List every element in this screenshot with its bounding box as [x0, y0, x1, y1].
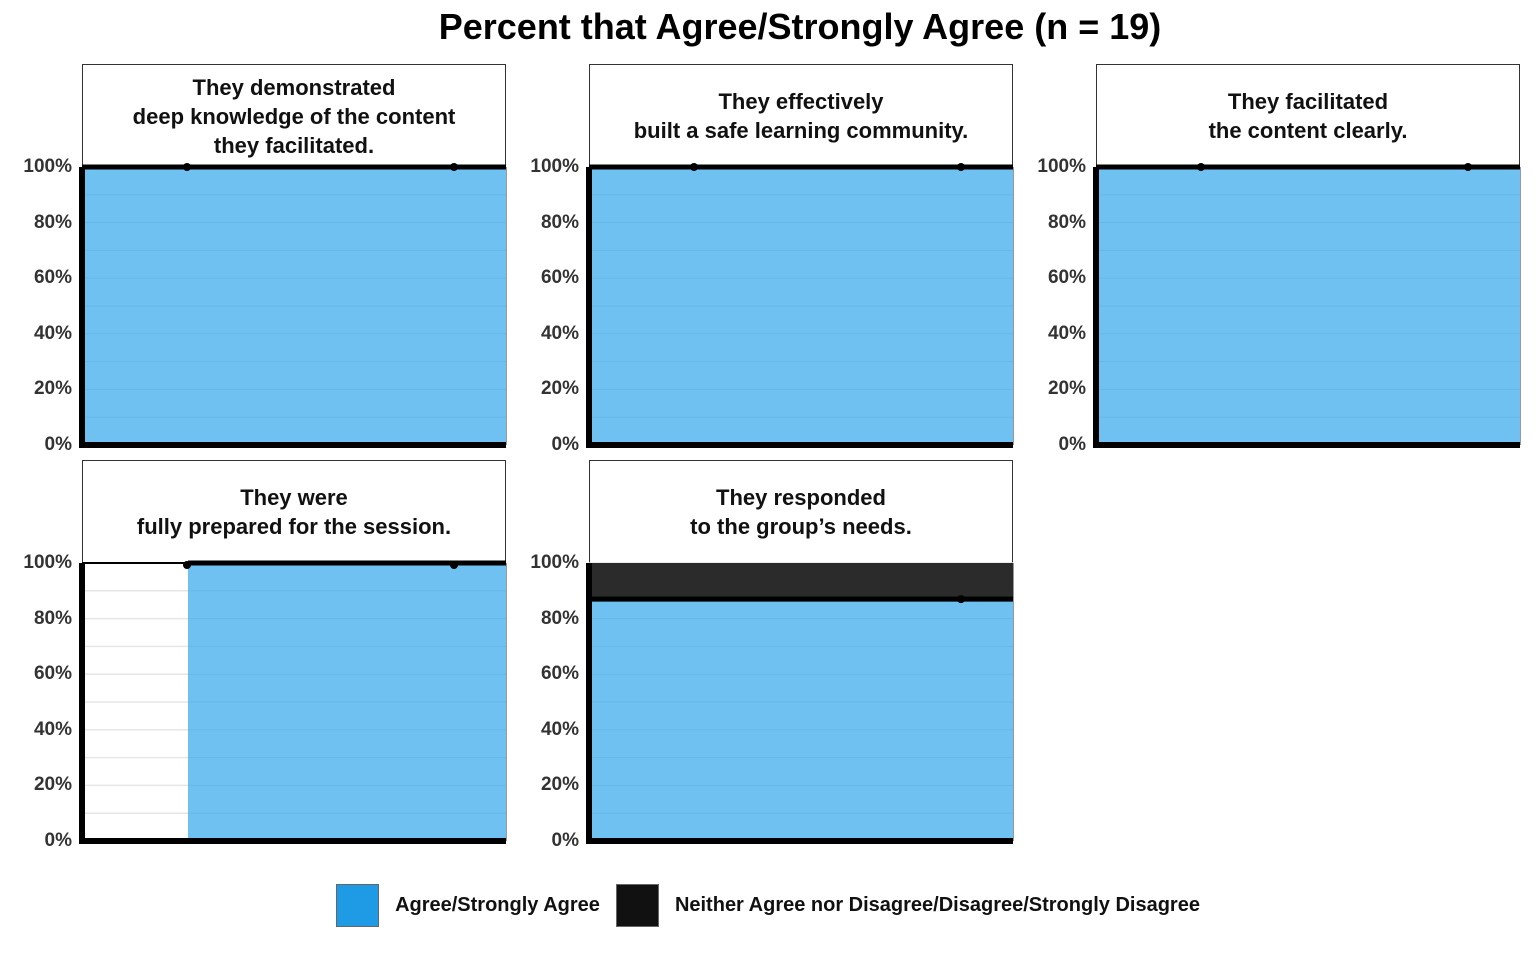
facet-title-line: they facilitated.	[213, 132, 375, 158]
y-tick-label: 60%	[33, 267, 72, 289]
data-point	[957, 595, 965, 604]
y-tick-label: 40%	[1047, 322, 1086, 344]
facet-plot	[1093, 163, 1521, 448]
facet-title-line: They facilitated	[1227, 89, 1389, 114]
legend-swatch-neither	[615, 884, 659, 927]
facet-plot	[586, 163, 1014, 448]
y-tick-label: 20%	[33, 774, 72, 796]
chart-title: Percent that Agree/Strongly Agree (n = 1…	[438, 6, 1162, 47]
y-tick-label: 40%	[33, 322, 72, 344]
area-agree	[1096, 169, 1520, 445]
legend-label-neither: Neither Agree nor Disagree/Disagree/Stro…	[674, 894, 1200, 916]
data-point	[183, 561, 191, 569]
y-tick-label: 20%	[1047, 378, 1086, 400]
facet-title: They demonstrated deep knowledge of the c…	[82, 64, 506, 167]
facet-plot	[79, 560, 507, 844]
y-tick-label: 80%	[33, 607, 72, 629]
y-tick-label: 60%	[540, 267, 579, 289]
y-tick-label: 80%	[33, 211, 72, 233]
data-point	[183, 163, 191, 171]
y-tick-label: 20%	[540, 774, 579, 796]
y-tick-label: 60%	[1047, 267, 1086, 289]
y-tick-label: 0%	[551, 434, 579, 455]
y-tick-label: 100%	[530, 156, 579, 177]
y-tick-label: 0%	[551, 830, 579, 851]
area-agree	[82, 169, 506, 445]
facet-title: They responded to the group’s needs.	[589, 460, 1013, 563]
data-point	[1464, 163, 1472, 171]
facet-title-line: the content clearly.	[1208, 118, 1408, 143]
area-neither	[589, 563, 1013, 600]
y-tick-label: 100%	[1037, 156, 1086, 177]
facet-title: They facilitated the content clearly.	[1096, 64, 1520, 167]
y-tick-label: 0%	[1058, 434, 1086, 455]
legend-swatch-agree	[336, 884, 380, 927]
data-point	[450, 163, 458, 171]
y-tick-label: 100%	[23, 552, 72, 573]
y-tick-label: 0%	[44, 434, 72, 455]
y-tick-label: 100%	[530, 552, 579, 573]
data-point	[957, 163, 965, 171]
facet-title-line: They effectively	[718, 89, 884, 114]
data-point	[690, 163, 698, 171]
legend-label-agree: Agree/Strongly Agree	[395, 894, 600, 916]
legend-item-agree: Agree/Strongly Agree	[336, 884, 600, 927]
data-point	[450, 561, 458, 569]
legend: Agree/Strongly Agree Neither Agree nor D…	[0, 884, 1536, 927]
facet-plot	[586, 562, 1014, 844]
y-tick-label: 20%	[540, 378, 579, 400]
area-agree	[589, 169, 1013, 445]
facet-title: They effectively built a safe learning co…	[589, 64, 1013, 167]
y-tick-label: 80%	[540, 211, 579, 233]
area-agree	[188, 565, 506, 841]
y-tick-label: 80%	[1047, 211, 1086, 233]
facet-title-line: They demonstrated	[192, 74, 396, 100]
y-tick-label: 80%	[540, 607, 579, 629]
facet-title-line: fully prepared for the session.	[136, 514, 452, 539]
y-tick-label: 40%	[33, 718, 72, 740]
y-tick-label: 0%	[44, 830, 72, 851]
facet-title-line: to the group’s needs.	[690, 514, 912, 539]
facet-title-line: deep knowledge of the content	[132, 103, 456, 129]
y-tick-label: 40%	[540, 718, 579, 740]
y-tick-label: 20%	[33, 378, 72, 400]
facet-title-line: built a safe learning community.	[633, 118, 969, 143]
facet-title-line: They responded	[716, 485, 886, 510]
y-tick-label: 60%	[540, 663, 579, 685]
y-tick-label: 100%	[23, 156, 72, 177]
facet-plot	[79, 163, 507, 448]
y-tick-label: 40%	[540, 322, 579, 344]
facet-title: They were fully prepared for the session.	[82, 460, 506, 563]
data-point	[1197, 163, 1205, 171]
y-tick-label: 60%	[33, 663, 72, 685]
facet-title-line: They were	[240, 485, 348, 510]
area-agree	[589, 599, 1013, 841]
legend-item-neither: Neither Agree nor Disagree/Disagree/Stro…	[615, 884, 1200, 927]
